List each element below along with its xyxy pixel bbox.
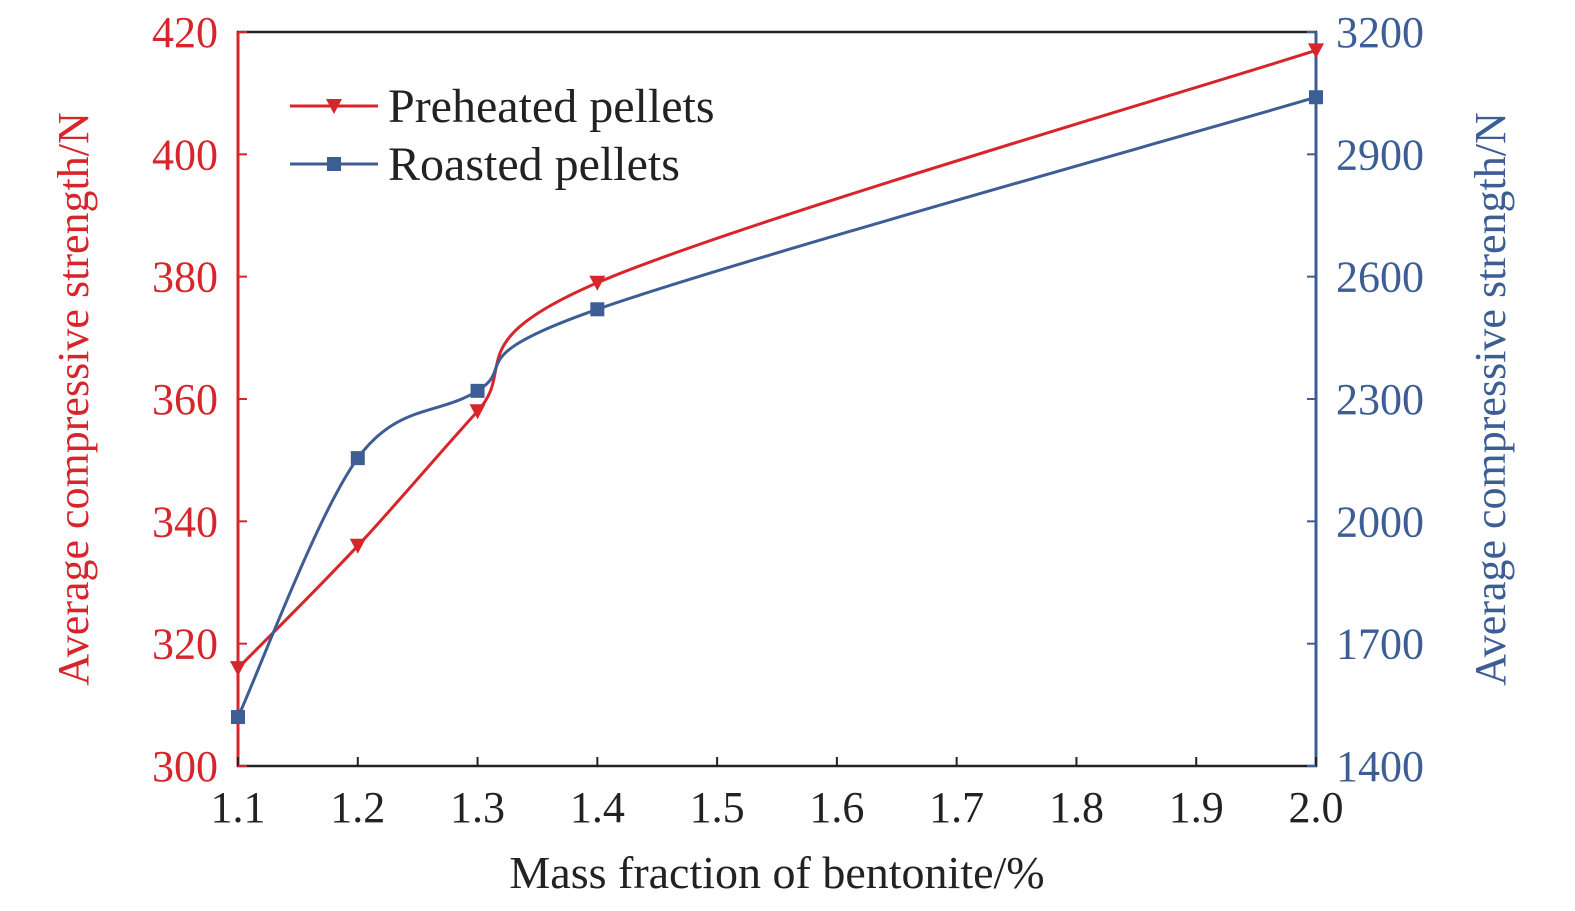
right-tick-label: 1700	[1336, 620, 1424, 669]
legend-entry-preheated: Preheated pellets	[290, 80, 715, 133]
x-tick-label: 1.1	[211, 783, 266, 832]
right-axis-title: Average compressive strength/N	[1466, 112, 1515, 685]
left-axis-title: Average compressive strength/N	[49, 112, 98, 685]
x-tick-label: 1.3	[450, 783, 505, 832]
roasted-data-point	[231, 710, 245, 725]
x-tick-label: 1.9	[1169, 783, 1224, 832]
preheated-data-point	[349, 538, 366, 554]
roasted-data-point	[590, 302, 605, 317]
legend-marker-roasted	[327, 157, 341, 171]
right-tick-label: 2000	[1336, 497, 1424, 546]
right-tick-label: 2600	[1336, 253, 1424, 302]
roasted-data-point	[470, 383, 485, 398]
x-axis-title: Mass fraction of bentonite/%	[509, 847, 1044, 898]
preheated-data-point	[469, 404, 486, 420]
x-tick-label: 1.5	[690, 783, 745, 832]
right-tick-label: 1400	[1336, 742, 1424, 791]
legend-label-roasted: Roasted pellets	[388, 138, 680, 191]
right-axis-ticks: 1400 1700 2000 2300 2600 2900 3200	[1307, 8, 1424, 791]
legend-label-preheated: Preheated pellets	[388, 80, 715, 133]
x-tick-label: 2.0	[1289, 783, 1344, 832]
left-tick-label: 320	[152, 620, 218, 669]
x-tick-label: 1.8	[1049, 783, 1104, 832]
x-tick-label: 1.2	[330, 783, 385, 832]
series-layer	[230, 43, 1324, 725]
left-tick-label: 340	[152, 497, 218, 546]
preheated-data-point	[230, 661, 246, 677]
legend-entry-roasted: Roasted pellets	[290, 138, 680, 191]
legend: Preheated pellets Roasted pellets	[290, 80, 715, 191]
x-tick-label: 1.7	[929, 783, 984, 832]
preheated-data-point	[589, 275, 606, 291]
left-axis-ticks: 300 320 340 360 380 400 420	[152, 8, 247, 791]
left-tick-label: 300	[152, 742, 218, 791]
legend-marker-preheated	[326, 99, 342, 114]
series-line-roasted	[236, 95, 1317, 718]
left-tick-label: 420	[152, 8, 218, 57]
x-tick-label: 1.4	[570, 783, 625, 832]
preheated-data-point	[1308, 43, 1324, 59]
right-tick-label: 3200	[1336, 8, 1424, 57]
left-tick-label: 380	[152, 253, 218, 302]
x-axis-ticks: 1.1 1.2 1.3 1.4 1.5 1.6 1.7 1.8 1.9 2.0	[211, 757, 1344, 832]
left-tick-label: 400	[152, 130, 218, 179]
roasted-data-point	[1309, 90, 1323, 105]
roasted-data-point	[350, 451, 365, 466]
right-tick-label: 2900	[1336, 130, 1424, 179]
left-tick-label: 360	[152, 375, 218, 424]
right-tick-label: 2300	[1336, 375, 1424, 424]
x-tick-label: 1.6	[809, 783, 864, 832]
